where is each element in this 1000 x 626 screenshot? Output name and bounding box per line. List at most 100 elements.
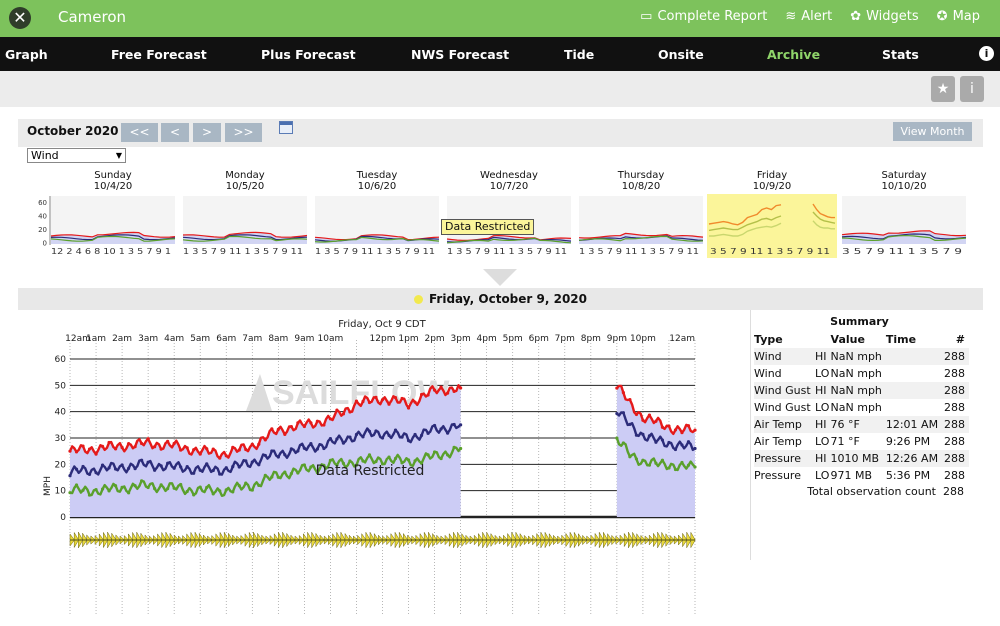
x-tick-label: 3pm: [451, 334, 471, 344]
mini-tick-labels: 1 3 5 7 9 11 1 3 5 7 9 11: [579, 247, 699, 256]
series-point: [393, 428, 398, 432]
prev-month-button[interactable]: <: [161, 123, 189, 142]
series-point: [654, 419, 658, 423]
series-point: [140, 458, 144, 462]
calendar-icon[interactable]: [279, 121, 293, 134]
series-point: [348, 410, 352, 414]
series-point: [628, 398, 632, 402]
mini-series-line: [578, 235, 704, 242]
series-point: [270, 475, 274, 479]
favorite-star-button[interactable]: ★: [931, 76, 955, 102]
series-point: [250, 442, 254, 446]
next-month-button[interactable]: >: [193, 123, 221, 142]
series-point: [419, 461, 424, 465]
series-point: [439, 456, 443, 461]
alert-link[interactable]: ≋ Alert: [785, 9, 833, 24]
y-tick-label: 60: [55, 355, 67, 365]
day-column-tuesday[interactable]: Tuesday 10/6/20: [313, 170, 441, 192]
summary-row: Air Temp LO 71 °F 9:26 PM 288: [754, 435, 965, 448]
mini-series-line: [182, 231, 308, 238]
x-tick-label: 2pm: [424, 334, 444, 344]
series-point: [328, 458, 333, 462]
series-point: [244, 459, 248, 463]
series-point: [133, 484, 137, 488]
y-axis-label: MPH: [43, 476, 53, 496]
widgets-link[interactable]: ✿ Widgets: [850, 9, 919, 24]
nav-stats[interactable]: Stats: [882, 47, 919, 62]
day-column-friday[interactable]: Friday 10/9/20: [708, 170, 836, 192]
series-point: [400, 461, 404, 465]
series-point: [172, 486, 176, 490]
day-name: Monday: [225, 170, 265, 181]
series-point: [446, 453, 450, 457]
complete-report-link[interactable]: ▭ Complete Report: [640, 9, 768, 24]
day-name: Sunday: [94, 170, 132, 181]
series-point: [198, 452, 202, 456]
series-point: [322, 423, 326, 427]
day-column-thursday[interactable]: Thursday 10/8/20: [577, 170, 705, 192]
map-link[interactable]: ✪ Map: [936, 9, 980, 24]
series-point: [452, 389, 456, 393]
selected-day-highlight: [707, 194, 837, 258]
series-point: [146, 460, 150, 464]
series-point: [341, 461, 346, 465]
series-point: [615, 411, 619, 416]
series-point: [413, 432, 417, 437]
day-column-wednesday[interactable]: Wednesday 10/7/20: [445, 170, 573, 192]
station-info-button[interactable]: i: [960, 76, 984, 102]
close-icon[interactable]: ✕: [9, 7, 31, 29]
summary-header-row: Type Value Time #: [754, 332, 965, 346]
series-point: [107, 440, 111, 445]
series-point: [159, 447, 163, 451]
last-month-button[interactable]: >>: [225, 123, 262, 142]
day-column-saturday[interactable]: Saturday 10/10/20: [840, 170, 968, 192]
series-point: [628, 422, 632, 426]
nav-graph[interactable]: Graph: [5, 47, 48, 62]
summary-row: Air Temp HI 76 °F 12:01 AM 288: [754, 416, 969, 433]
view-month-button[interactable]: View Month: [893, 122, 972, 141]
series-point: [205, 485, 209, 490]
series-point: [244, 481, 248, 485]
summary-row: Pressure HI 1010 MB 12:26 AM 288: [754, 450, 969, 467]
widgets-icon: ✿: [850, 9, 862, 24]
mini-series-line: [50, 231, 176, 238]
series-point: [126, 491, 131, 495]
series-point: [459, 386, 463, 390]
mini-tick-labels: 1 3 5 7 9 11 1 3 5 7 9 11: [183, 247, 303, 256]
day-date: 10/10/20: [881, 181, 927, 192]
wind-area-fill: [616, 385, 695, 517]
series-point: [439, 385, 443, 389]
day-dot-icon: [413, 295, 423, 304]
nav-tide[interactable]: Tide: [564, 47, 595, 62]
series-point: [74, 483, 79, 487]
mini-series-line: [841, 230, 967, 237]
variable-select[interactable]: Wind ▼: [27, 148, 126, 163]
day-column-monday[interactable]: Monday 10/5/20: [181, 170, 309, 192]
info-icon[interactable]: i: [979, 46, 994, 61]
series-point: [328, 437, 333, 441]
series-point: [198, 485, 202, 489]
nav-plus-forecast[interactable]: Plus Forecast: [261, 47, 356, 62]
nav-nws-forecast[interactable]: NWS Forecast: [411, 47, 510, 62]
series-point: [680, 460, 684, 465]
series-point: [634, 433, 639, 437]
series-point: [387, 433, 391, 437]
series-point: [146, 437, 150, 441]
day-column-sunday[interactable]: Sunday 10/4/20: [49, 170, 177, 192]
nav-onsite[interactable]: Onsite: [658, 47, 704, 62]
series-point: [289, 425, 293, 429]
nav-archive[interactable]: Archive: [767, 47, 821, 62]
series-point: [198, 468, 202, 472]
first-month-button[interactable]: <<: [121, 123, 158, 142]
nav-free-forecast[interactable]: Free Forecast: [111, 47, 207, 62]
series-point: [419, 392, 424, 397]
mini-ytick-label: 0: [43, 240, 47, 248]
series-point: [367, 400, 372, 405]
series-point: [211, 447, 215, 451]
series-point: [276, 475, 280, 479]
mini-series-line: [709, 222, 782, 237]
nav-bar: Graph Free Forecast Plus Forecast NWS Fo…: [0, 37, 1000, 71]
wind-area-fill: [70, 385, 461, 517]
